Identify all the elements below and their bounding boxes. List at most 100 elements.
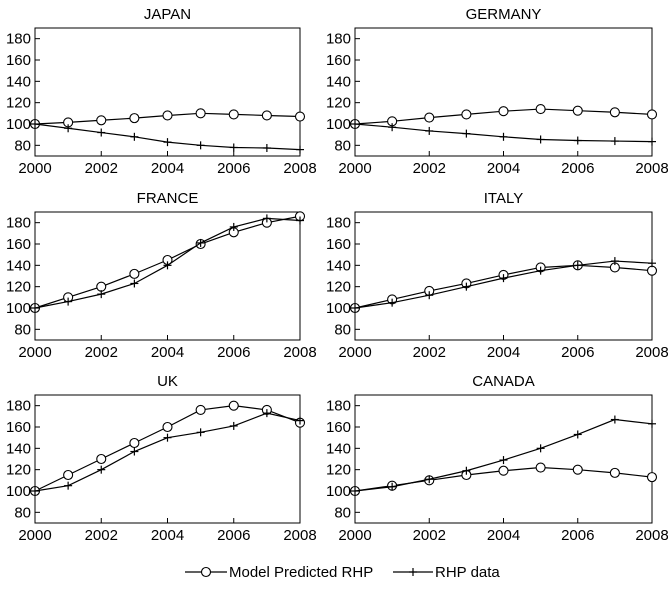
x-tick-label: 2002 bbox=[85, 160, 118, 177]
rhp-data-point bbox=[388, 482, 397, 491]
rhp-data-point bbox=[536, 444, 545, 453]
model-predicted-point bbox=[646, 265, 658, 276]
rhp-data-point bbox=[296, 145, 304, 154]
y-tick-label: 80 bbox=[334, 321, 351, 338]
x-tick-label: 2006 bbox=[561, 527, 594, 544]
y-tick-label: 100 bbox=[6, 116, 31, 133]
y-tick-label: 180 bbox=[6, 31, 31, 48]
rhp-data-line bbox=[354, 418, 653, 492]
x-tick-label: 2008 bbox=[635, 160, 668, 177]
rhp-data-point bbox=[196, 238, 205, 247]
rhp-data-point bbox=[462, 466, 471, 475]
model-predicted-point bbox=[646, 472, 658, 483]
rhp-data-point bbox=[388, 123, 397, 132]
rhp-data-point bbox=[262, 144, 271, 152]
x-tick-label: 2004 bbox=[487, 344, 520, 361]
rhp-data-point bbox=[163, 138, 172, 147]
x-tick-label: 2002 bbox=[413, 160, 446, 177]
rhp-data-point bbox=[610, 257, 619, 266]
rhp-data-point bbox=[351, 487, 359, 495]
rhp-data-point bbox=[462, 129, 471, 138]
y-tick-label: 120 bbox=[6, 95, 31, 112]
y-tick-label: 100 bbox=[6, 483, 31, 500]
rhp-data-point bbox=[425, 126, 434, 135]
y-tick-label: 100 bbox=[326, 300, 351, 317]
x-tick-label: 2008 bbox=[283, 344, 316, 361]
x-tick-label: 2006 bbox=[561, 160, 594, 177]
plot-frame bbox=[34, 394, 301, 524]
rhp-data-point bbox=[229, 143, 238, 152]
legend-label-data: RHP data bbox=[435, 564, 500, 581]
chart-panel-canada: CANADA 80 100 120 140 160 180 2000 2002 2004 2006 2… bbox=[326, 373, 668, 544]
model-predicted-point bbox=[572, 105, 583, 116]
legend-marker-plus bbox=[409, 568, 417, 576]
y-tick-label: 120 bbox=[326, 279, 351, 296]
model-predicted-point bbox=[424, 112, 435, 123]
panel-title: UK bbox=[157, 373, 178, 390]
rhp-data-point bbox=[130, 447, 139, 456]
model-predicted-point bbox=[63, 469, 74, 481]
model-predicted-point bbox=[535, 462, 546, 473]
model-predicted-point bbox=[129, 113, 140, 124]
rhp-data-point bbox=[262, 214, 271, 223]
rhp-data-point bbox=[229, 421, 238, 430]
x-tick-label: 2008 bbox=[283, 527, 316, 544]
x-tick-label: 2000 bbox=[338, 527, 371, 544]
rhp-data-point bbox=[573, 136, 582, 145]
rhp-data-point bbox=[536, 266, 545, 275]
rhp-data-point bbox=[536, 135, 545, 144]
x-tick-label: 2002 bbox=[85, 344, 118, 361]
y-tick-label: 180 bbox=[6, 398, 31, 415]
x-tick-label: 2004 bbox=[151, 160, 184, 177]
x-tick-label: 2002 bbox=[85, 527, 118, 544]
rhp-data-point bbox=[31, 304, 39, 312]
y-tick-label: 180 bbox=[326, 215, 351, 232]
rhp-data-point bbox=[130, 279, 139, 288]
x-tick-label: 2000 bbox=[18, 160, 51, 177]
y-tick-label: 140 bbox=[6, 440, 31, 457]
rhp-data-point bbox=[648, 259, 656, 268]
y-tick-label: 80 bbox=[14, 504, 31, 521]
x-tick-label: 2004 bbox=[487, 527, 520, 544]
panel-title: GERMANY bbox=[466, 6, 542, 23]
rhp-data-point bbox=[31, 120, 39, 128]
x-tick-label: 2006 bbox=[217, 344, 250, 361]
panel-title: FRANCE bbox=[137, 190, 199, 207]
x-tick-label: 2004 bbox=[151, 527, 184, 544]
y-tick-label: 100 bbox=[6, 300, 31, 317]
plot-frame bbox=[34, 27, 301, 157]
rhp-data-point bbox=[64, 124, 73, 133]
x-tick-label: 2004 bbox=[151, 344, 184, 361]
rhp-data-point bbox=[499, 132, 508, 141]
rhp-data-point bbox=[229, 222, 238, 231]
plot-frame bbox=[34, 211, 301, 341]
y-tick-label: 140 bbox=[6, 73, 31, 90]
rhp-data-point bbox=[573, 430, 582, 439]
rhp-data-point bbox=[351, 304, 359, 312]
model-predicted-line bbox=[34, 405, 301, 492]
model-predicted-point bbox=[162, 110, 173, 121]
model-predicted-point bbox=[261, 110, 272, 121]
legend-label-model: Model Predicted RHP bbox=[229, 564, 373, 581]
x-tick-label: 2004 bbox=[487, 160, 520, 177]
x-tick-label: 2002 bbox=[413, 527, 446, 544]
model-predicted-point bbox=[609, 467, 620, 478]
chart-panel-germany: GERMANY 80 100 120 140 160 180 2000 2002 2004 2006… bbox=[326, 6, 668, 177]
model-predicted-point bbox=[572, 464, 583, 475]
y-tick-label: 160 bbox=[6, 236, 31, 253]
model-predicted-point bbox=[129, 437, 140, 449]
rhp-data-point bbox=[648, 419, 656, 428]
x-tick-label: 2006 bbox=[217, 160, 250, 177]
model-predicted-point bbox=[646, 109, 658, 120]
model-predicted-point bbox=[195, 404, 206, 415]
y-tick-label: 180 bbox=[326, 31, 351, 48]
rhp-data-point bbox=[31, 487, 39, 495]
model-predicted-point bbox=[461, 109, 472, 120]
rhp-data-point bbox=[610, 415, 619, 424]
rhp-data-point bbox=[64, 297, 73, 306]
y-tick-label: 120 bbox=[6, 462, 31, 479]
legend: Model Predicted RHP RHP data bbox=[185, 564, 500, 581]
rhp-data-point bbox=[163, 433, 172, 442]
rhp-data-point bbox=[296, 216, 304, 225]
